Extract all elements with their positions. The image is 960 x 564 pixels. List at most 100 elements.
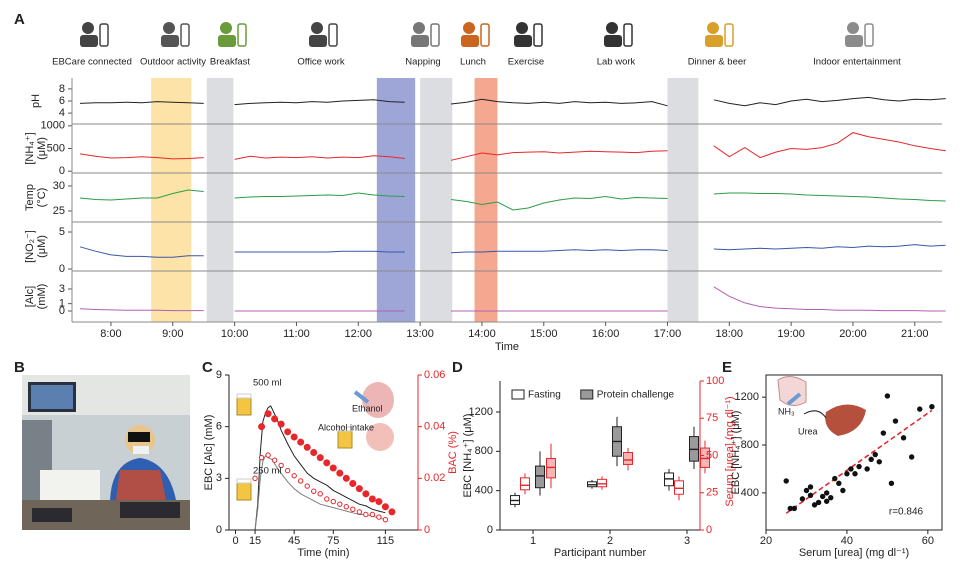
x-axis-label: Time (min)	[297, 547, 349, 559]
y-tick-label: 500	[47, 142, 65, 154]
scatter-point	[876, 459, 882, 465]
x-tick-label: 18:00	[716, 328, 744, 340]
panel-label: B	[14, 359, 25, 376]
y-tick-label: 0	[487, 524, 493, 536]
bac-point	[258, 454, 265, 461]
plot-frame	[765, 374, 943, 531]
photo-tablet-2	[32, 508, 72, 522]
y2-tick-label: 50	[706, 449, 718, 461]
y2-tick-label: 100	[706, 375, 724, 387]
bac-point	[388, 508, 396, 516]
x-tick-label: 2	[607, 535, 613, 547]
y-tick-label: 400	[741, 487, 759, 499]
bac-point	[376, 514, 382, 520]
beer-foam	[236, 393, 252, 399]
y-axis-label: [Alc]	[24, 286, 36, 307]
activity-label: EBCare connected	[52, 57, 132, 68]
scatter-point	[832, 475, 838, 482]
bac-point	[329, 464, 337, 472]
activity-band	[667, 78, 699, 322]
bac-point	[277, 420, 285, 428]
activity-band	[474, 78, 498, 322]
x-tick-label: 1	[530, 535, 536, 547]
icon-object	[623, 23, 633, 47]
bac-point	[342, 474, 350, 482]
y2-tick-label: 0	[706, 524, 712, 536]
y-tick-label: 8	[59, 83, 65, 95]
illus-flow	[803, 410, 827, 419]
x-tick-label: 13:00	[406, 328, 434, 340]
scatter-point	[819, 493, 826, 500]
y2-tick-label: 0	[424, 524, 430, 536]
bac-point	[284, 467, 291, 474]
y-tick-label: 0	[216, 524, 222, 536]
scatter-point	[868, 456, 874, 463]
x-tick-label: 3	[684, 535, 690, 547]
bac-point	[323, 459, 331, 467]
x-tick-label: 20	[760, 535, 772, 547]
y-tick-label: 30	[53, 180, 65, 192]
activity-band	[151, 78, 192, 322]
x-tick-label: 60	[922, 535, 934, 547]
activity-icon	[845, 22, 874, 47]
y-tick-label: 3	[59, 283, 65, 295]
activity-icon	[218, 22, 247, 47]
beer-mug	[337, 429, 353, 449]
y-axis-label: (μM)	[36, 235, 48, 258]
y-axis-label: [NH₄⁺]	[24, 132, 36, 164]
panel-label: A	[14, 11, 25, 28]
icon-object	[864, 23, 874, 47]
scatter-point	[840, 487, 846, 494]
photo-screen	[31, 385, 73, 409]
bac-point	[382, 516, 389, 523]
x-tick-label: 8:00	[100, 328, 121, 340]
bac-point	[271, 457, 278, 463]
bac-point	[349, 480, 357, 487]
bac-point	[291, 473, 297, 479]
photo-device	[40, 470, 100, 500]
scatter-point	[917, 406, 923, 412]
bac-point	[381, 503, 389, 511]
activity-label: Outdoor activity	[140, 57, 206, 68]
scatter-point	[884, 393, 891, 399]
scatter-point	[823, 490, 830, 496]
icon-body	[161, 35, 179, 47]
bac-point	[324, 496, 330, 502]
x-tick-label: 0	[232, 535, 238, 547]
legend-swatch	[580, 389, 594, 400]
x-tick-label: 17:00	[654, 328, 682, 340]
icon-object	[180, 23, 190, 47]
bac-point	[343, 504, 350, 510]
y-tick-label: 800	[475, 445, 493, 457]
strip-line	[79, 96, 946, 107]
activity-icon	[514, 22, 543, 47]
box	[546, 457, 556, 479]
y2-axis-label: BAC (%)	[447, 431, 459, 474]
bac-point	[310, 449, 318, 456]
illus-head	[777, 376, 807, 406]
scatter-point	[900, 435, 907, 441]
scatter-point	[852, 471, 858, 477]
bac-point	[375, 498, 383, 506]
legend-swatch	[511, 389, 525, 400]
bac-point	[271, 415, 279, 423]
annotation: Ethanol	[352, 403, 383, 413]
icon-object	[724, 23, 734, 47]
y-tick-label: 1200	[469, 406, 493, 418]
scatter-point	[844, 471, 850, 477]
panel-label: E	[722, 359, 732, 376]
y2-tick-label: 0.02	[424, 472, 445, 484]
bac-point	[363, 511, 369, 518]
y-axis-label: Temp	[24, 184, 36, 211]
scatter-point	[815, 499, 822, 506]
y2-tick-label: 0.06	[424, 369, 445, 381]
y-axis-label: (°C)	[36, 188, 48, 208]
beer-foam	[337, 426, 353, 432]
x-tick-label: 21:00	[901, 328, 929, 340]
x-tick-label: 15	[249, 535, 261, 547]
beer-mug	[236, 481, 252, 501]
activity-icon	[705, 22, 734, 47]
bac-point	[356, 509, 363, 515]
scatter-point	[892, 418, 899, 424]
